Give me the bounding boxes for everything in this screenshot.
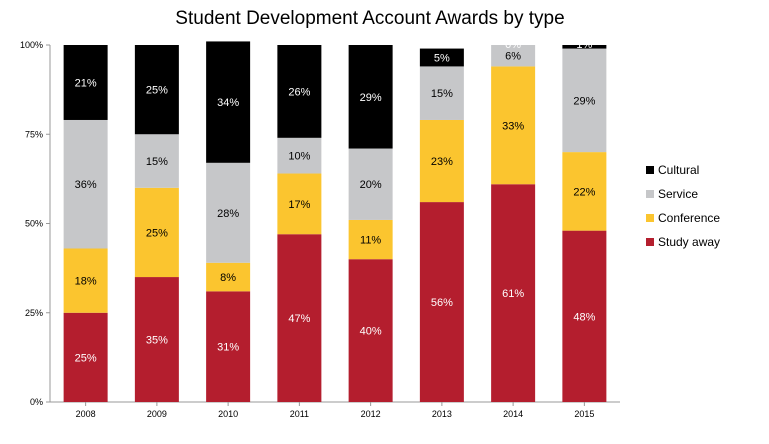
bar-value-label: 23%	[431, 156, 453, 168]
bar-segment	[277, 45, 322, 138]
legend-label: Service	[658, 187, 699, 201]
y-tick-label: 0%	[30, 397, 43, 407]
legend-swatch	[646, 166, 654, 174]
legend-item: Service	[646, 182, 720, 206]
bar-segment	[562, 45, 607, 49]
chart-title: Student Development Account Awards by ty…	[175, 8, 565, 29]
bar-segment	[63, 45, 108, 120]
axes: 0% 25% 50% 75% 100% 2008 2009 2010 2011 2012 2013 2…	[20, 40, 620, 419]
bar-segment	[134, 187, 179, 278]
bar-segment	[277, 137, 322, 174]
bar-value-label: 15%	[431, 88, 453, 100]
legend-item: Study away	[646, 230, 720, 254]
bar-segment	[562, 152, 607, 231]
bar-segment	[134, 45, 179, 135]
y-tick-label: 75%	[25, 129, 43, 139]
x-tick-label: 2009	[147, 409, 167, 419]
bar-value-label: 36%	[75, 179, 97, 191]
legend-item: Cultural	[646, 158, 720, 182]
bar-value-label: 29%	[360, 92, 382, 104]
legend-swatch	[646, 238, 654, 246]
bar-segment	[419, 119, 464, 203]
bar-value-label: 18%	[75, 276, 97, 288]
legend-swatch	[646, 190, 654, 198]
legend-item: Conference	[646, 206, 720, 230]
bar-value-label: 10%	[288, 151, 310, 163]
bar-segment	[206, 262, 251, 292]
bar-segment	[277, 234, 322, 402]
x-tick-label: 2011	[290, 409, 309, 419]
bar-segment	[419, 48, 464, 67]
bar-segment	[63, 248, 108, 313]
bar-value-label: 0%	[505, 39, 521, 51]
legend-swatch	[646, 214, 654, 222]
bar-value-label: 25%	[146, 227, 168, 239]
bar-segment	[348, 259, 393, 402]
bar-segment	[206, 41, 251, 163]
bar-value-label: 33%	[502, 120, 524, 132]
legend-label: Cultural	[658, 163, 700, 177]
y-tick-label: 50%	[25, 219, 43, 229]
bar-segment	[206, 291, 251, 402]
bar-value-label: 21%	[75, 77, 97, 89]
bar-segment	[491, 184, 536, 402]
bar-segment	[419, 202, 464, 402]
bar-value-label: 47%	[288, 313, 310, 325]
bar-segment	[134, 134, 179, 188]
y-tick-label: 25%	[25, 308, 43, 318]
bar-value-label: 61%	[502, 288, 524, 300]
bar-value-label: 15%	[146, 156, 168, 168]
bar-segment	[134, 277, 179, 402]
legend-label: Study away	[658, 235, 721, 249]
bar-value-label: 6%	[505, 51, 521, 63]
bar-value-label: 25%	[75, 352, 97, 364]
bar-value-label: 20%	[360, 179, 382, 191]
bar-segment	[63, 119, 108, 249]
bar-segment	[562, 230, 607, 402]
legend: Cultural Service Conference Study away	[646, 158, 720, 254]
bar-segment	[491, 45, 536, 67]
bar-value-label: 5%	[434, 52, 450, 64]
bar-segment	[562, 48, 607, 153]
x-tick-label: 2014	[503, 409, 523, 419]
value-labels: 25% 18% 36% 21% 35% 25% 15% 25% 31% 8% 28% 34% 47% 17…	[75, 39, 596, 364]
bar-value-label: 48%	[573, 311, 595, 323]
bar-segment	[63, 312, 108, 402]
bar-value-label: 17%	[288, 199, 310, 211]
bar-value-label: 1%	[576, 39, 592, 51]
bar-value-label: 35%	[146, 335, 168, 347]
bar-value-label: 11%	[360, 235, 381, 247]
x-tick-label: 2013	[432, 409, 452, 419]
bar-value-label: 8%	[220, 272, 236, 284]
bar-segment	[419, 66, 464, 120]
bar-segment	[491, 66, 536, 185]
x-tick-label: 2012	[361, 409, 381, 419]
bar-segment	[348, 219, 393, 260]
bar-value-label: 34%	[217, 97, 239, 109]
bar-value-label: 40%	[360, 326, 382, 338]
legend-label: Conference	[658, 211, 721, 225]
bar-segment	[348, 148, 393, 220]
bar-value-label: 31%	[217, 342, 239, 354]
x-tick-label: 2010	[218, 409, 238, 419]
bar-value-label: 56%	[431, 297, 453, 309]
bar-value-label: 29%	[573, 95, 595, 107]
bar-segment	[206, 162, 251, 263]
y-tick-label: 100%	[20, 40, 43, 50]
bar-value-label: 22%	[573, 186, 595, 198]
x-tick-label: 2008	[76, 409, 96, 419]
bars	[63, 41, 607, 402]
bar-value-label: 28%	[217, 208, 239, 220]
bar-value-label: 26%	[288, 86, 310, 98]
x-tick-label: 2015	[574, 409, 594, 419]
bar-segment	[348, 45, 393, 149]
bar-value-label: 25%	[146, 85, 168, 97]
bar-segment	[277, 173, 322, 235]
